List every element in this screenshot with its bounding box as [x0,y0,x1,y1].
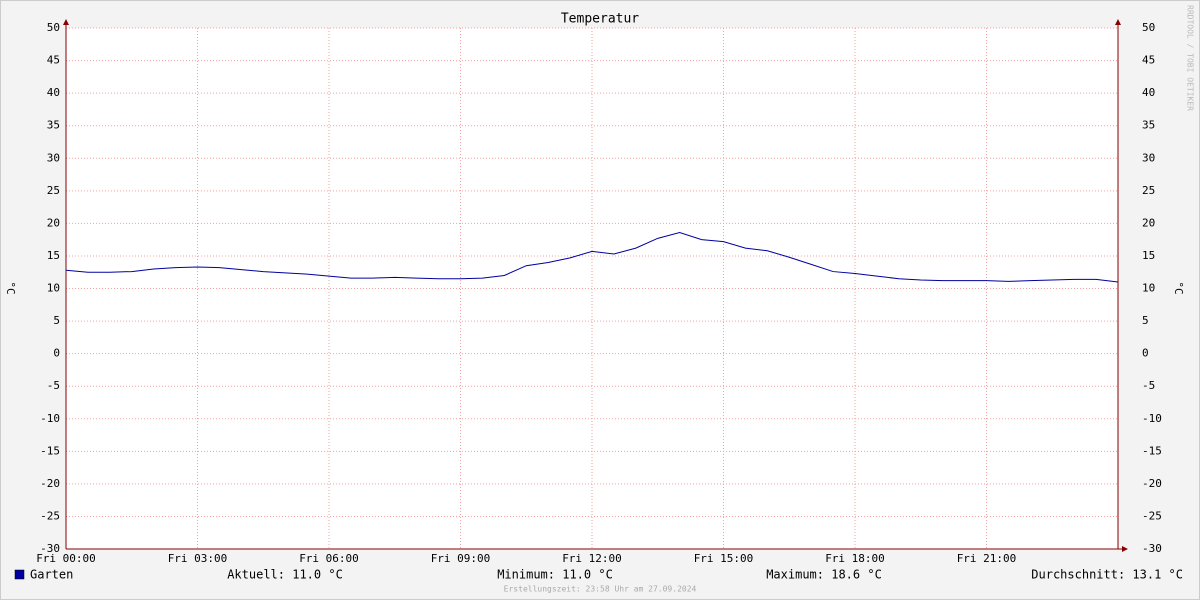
arrow [63,19,69,25]
chart-title: Temperatur [561,12,639,27]
legend-swatch [14,569,25,580]
x-tick-label: Fri 15:00 [694,552,754,565]
y-tick-label: 25 [47,184,60,197]
y-tick-label: 20 [47,216,60,229]
legend-stat: Durchschnitt: 13.1 °C [1031,568,1183,582]
y2-tick-label: -15 [1142,444,1162,457]
y-tick-label: 0 [53,347,60,360]
legend-stat: Aktuell: 11.0 °C [227,568,343,582]
y2-tick-label: 20 [1142,216,1155,229]
y2-tick-label: -10 [1142,412,1162,425]
y2-tick-label: -30 [1142,542,1162,555]
arrow [1122,546,1128,552]
y-tick-label: 15 [47,249,60,262]
y-tick-label: -15 [40,444,60,457]
y-tick-label: 30 [47,151,60,164]
y-tick-label: 40 [47,86,60,99]
x-tick-label: Fri 18:00 [825,552,885,565]
y2-tick-label: 15 [1142,249,1155,262]
y2-tick-label: 0 [1142,347,1149,360]
y2-tick-label: 30 [1142,151,1155,164]
y-tick-label: -30 [40,542,60,555]
y2-tick-label: 40 [1142,86,1155,99]
y2-axis-label: °C [1172,281,1185,294]
y-tick-label: 45 [47,54,60,67]
legend-stat: Minimum: 11.0 °C [497,568,613,582]
y2-tick-label: 10 [1142,282,1155,295]
y2-tick-label: 5 [1142,314,1149,327]
y-tick-label: -25 [40,509,60,522]
y2-tick-label: 35 [1142,119,1155,132]
watermark: RRDTOOL / TOBI OETIKER [1186,5,1195,111]
x-tick-label: Fri 06:00 [299,552,359,565]
legend-label: Garten [30,568,73,582]
footer: Erstellungszeit: 23:58 Uhr am 27.09.2024 [504,585,697,594]
y-tick-label: 10 [47,282,60,295]
y2-tick-label: 45 [1142,54,1155,67]
y2-tick-label: 50 [1142,21,1155,34]
y2-tick-label: -20 [1142,477,1162,490]
y-tick-label: 50 [47,21,60,34]
x-tick-label: Fri 09:00 [431,552,491,565]
x-tick-label: Fri 21:00 [957,552,1017,565]
y2-tick-label: -5 [1142,379,1155,392]
legend-stat: Maximum: 18.6 °C [766,568,882,582]
y-tick-label: -5 [47,379,60,392]
y-tick-label: 5 [53,314,60,327]
y-axis-label: °C [4,281,17,294]
x-tick-label: Fri 03:00 [168,552,228,565]
series-line [65,231,1119,283]
y2-tick-label: -25 [1142,509,1162,522]
y-tick-label: 35 [47,119,60,132]
x-tick-label: Fri 00:00 [36,552,96,565]
y-tick-label: -20 [40,477,60,490]
y2-tick-label: 25 [1142,184,1155,197]
y-tick-label: -10 [40,412,60,425]
x-tick-label: Fri 12:00 [562,552,622,565]
arrow [1115,19,1121,25]
